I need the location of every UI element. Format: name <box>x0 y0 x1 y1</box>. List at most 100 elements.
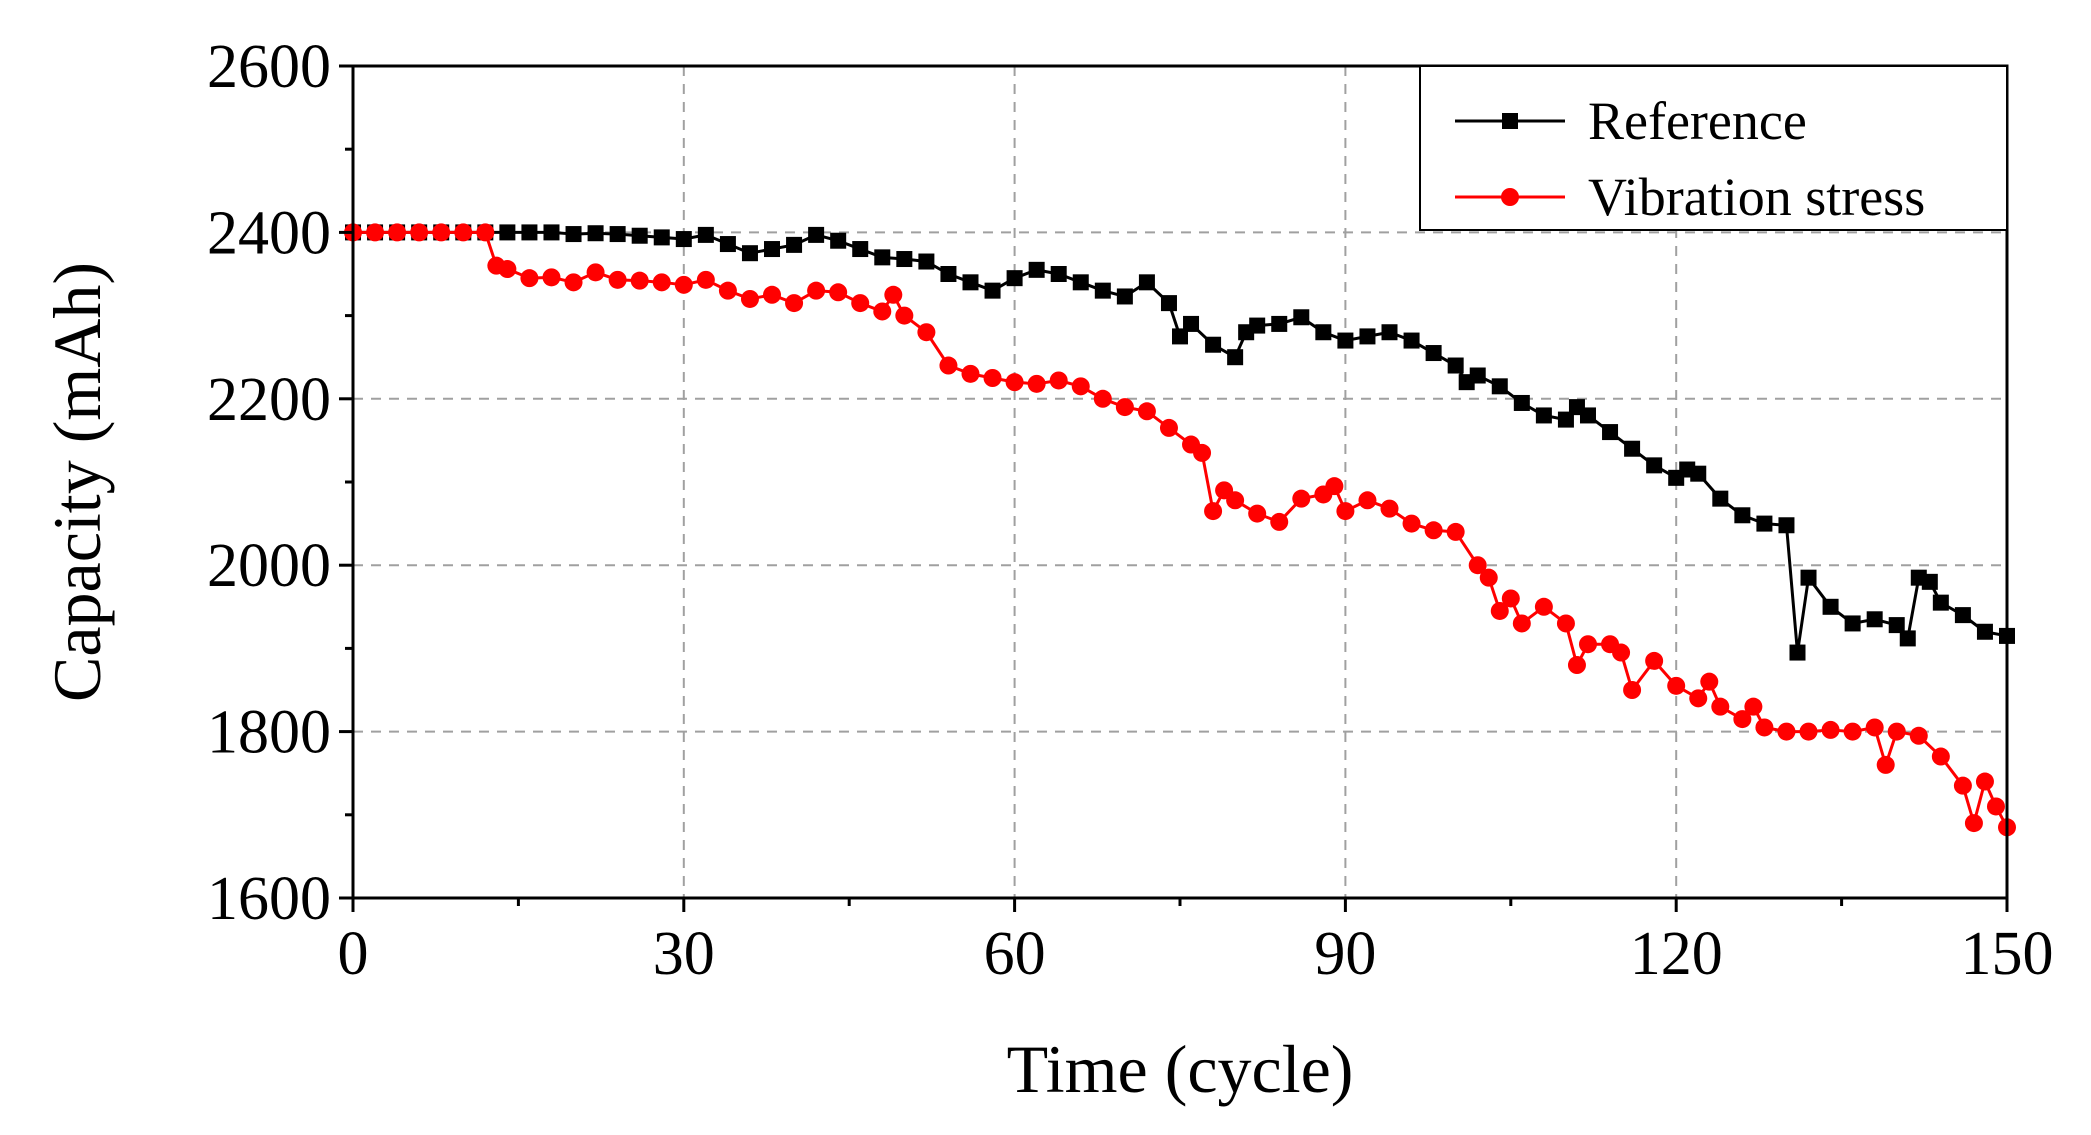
data-point-reference <box>1888 617 1905 634</box>
x-tick-label: 120 <box>1630 920 1723 988</box>
data-point-reference <box>1513 394 1530 411</box>
data-point-reference <box>1646 457 1663 474</box>
data-point-vibration-stress <box>1479 568 1498 587</box>
y-tick-label: 2400 <box>207 199 331 267</box>
data-point-reference <box>1028 261 1045 278</box>
data-point-reference <box>1227 349 1244 366</box>
data-point-vibration-stress <box>1887 722 1906 741</box>
x-tick-label: 0 <box>338 920 369 988</box>
data-point-vibration-stress <box>1137 402 1156 421</box>
data-point-vibration-stress <box>366 223 385 242</box>
x-tick-label: 30 <box>653 920 715 988</box>
data-point-vibration-stress <box>1909 726 1928 745</box>
data-point-vibration-stress <box>1159 418 1178 437</box>
data-point-vibration-stress <box>1865 718 1884 737</box>
data-point-reference <box>1535 407 1552 424</box>
data-point-vibration-stress <box>1270 512 1289 531</box>
legend: Reference Vibration stress <box>1419 65 2008 231</box>
data-point-reference <box>1006 270 1023 287</box>
y-tick-label: 2200 <box>207 366 331 434</box>
data-point-vibration-stress <box>873 302 892 321</box>
x-tick-label: 90 <box>1314 920 1376 988</box>
data-point-reference <box>543 224 560 241</box>
data-point-reference <box>631 227 648 244</box>
data-point-vibration-stress <box>1964 814 1983 833</box>
data-point-vibration-stress <box>1193 443 1212 462</box>
data-point-reference <box>1690 465 1707 482</box>
data-point-reference <box>741 245 758 262</box>
data-point-vibration-stress <box>961 364 980 383</box>
data-point-vibration-stress <box>454 223 473 242</box>
data-point-vibration-stress <box>1876 755 1895 774</box>
data-point-vibration-stress <box>1799 722 1818 741</box>
data-point-reference <box>1293 309 1310 326</box>
data-point-vibration-stress <box>1204 502 1223 521</box>
data-point-reference <box>1822 598 1839 615</box>
data-point-reference <box>830 232 847 249</box>
data-point-reference <box>587 225 604 242</box>
data-point-reference <box>697 226 714 243</box>
data-point-vibration-stress <box>1115 398 1134 417</box>
data-point-vibration-stress <box>718 281 737 300</box>
data-point-vibration-stress <box>1501 589 1520 608</box>
data-point-vibration-stress <box>829 283 848 302</box>
data-point-reference <box>1359 328 1376 345</box>
data-point-vibration-stress <box>498 260 517 279</box>
data-point-vibration-stress <box>939 356 958 375</box>
data-point-vibration-stress <box>1744 697 1763 716</box>
data-point-reference <box>1579 407 1596 424</box>
x-tick-label: 150 <box>1961 920 2054 988</box>
data-point-reference <box>1899 630 1916 647</box>
data-point-reference <box>653 229 670 246</box>
data-point-vibration-stress <box>388 223 407 242</box>
data-point-vibration-stress <box>586 263 605 282</box>
data-point-reference <box>1050 266 1067 282</box>
data-point-reference <box>1249 317 1266 334</box>
data-point-reference <box>1602 424 1619 441</box>
data-point-reference <box>1954 607 1971 624</box>
data-point-reference <box>609 226 626 243</box>
data-point-reference <box>1271 315 1288 332</box>
data-point-reference <box>1932 594 1949 611</box>
y-axis-label: Capacity (mAh) <box>39 262 115 702</box>
data-point-vibration-stress <box>1049 371 1068 390</box>
x-tick-label: 60 <box>984 920 1046 988</box>
data-point-reference <box>499 224 516 241</box>
data-point-vibration-stress <box>1292 489 1311 508</box>
data-point-reference <box>1712 490 1729 507</box>
data-point-vibration-stress <box>917 323 936 342</box>
data-point-vibration-stress <box>1623 681 1642 699</box>
data-point-reference <box>1491 378 1508 395</box>
data-point-vibration-stress <box>851 294 870 313</box>
data-point-reference <box>1976 623 1993 640</box>
data-point-vibration-stress <box>432 223 451 242</box>
data-point-reference <box>1403 332 1420 349</box>
data-point-vibration-stress <box>652 273 671 292</box>
legend-marker-vibration <box>1501 188 1519 206</box>
data-point-reference <box>1557 411 1574 428</box>
data-point-reference <box>1800 569 1817 586</box>
y-tick-label: 1600 <box>207 865 331 933</box>
data-point-vibration-stress <box>1093 389 1112 408</box>
data-point-reference <box>852 241 869 258</box>
data-point-reference <box>1469 367 1486 384</box>
data-point-vibration-stress <box>410 223 429 242</box>
data-point-vibration-stress <box>1556 614 1575 633</box>
data-point-vibration-stress <box>1005 373 1024 392</box>
data-point-reference <box>786 236 803 253</box>
data-point-vibration-stress <box>1700 672 1719 691</box>
data-point-reference <box>896 251 913 268</box>
data-point-vibration-stress <box>1986 797 2005 816</box>
data-point-reference <box>1094 282 1111 299</box>
data-point-reference <box>1866 611 1883 628</box>
data-point-reference <box>1160 295 1177 312</box>
data-point-vibration-stress <box>542 268 561 287</box>
data-point-vibration-stress <box>476 223 495 242</box>
data-point-vibration-stress <box>1755 718 1774 737</box>
data-point-reference <box>1337 332 1354 349</box>
data-point-vibration-stress <box>1380 499 1399 518</box>
data-point-vibration-stress <box>1402 514 1421 533</box>
data-point-reference <box>984 282 1001 299</box>
data-point-vibration-stress <box>1027 374 1046 393</box>
